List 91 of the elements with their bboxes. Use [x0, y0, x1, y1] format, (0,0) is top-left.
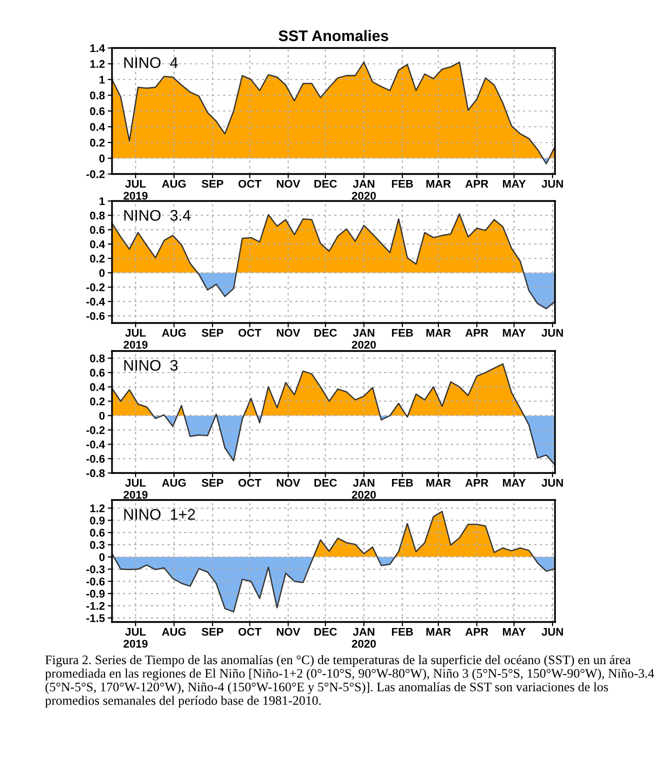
x-tick-label: MAY	[502, 328, 526, 337]
x-tick-label: FEB	[392, 478, 413, 487]
x-tick-label: AUG	[162, 478, 186, 487]
x-tick-label: OCT	[238, 180, 262, 188]
x-tick-label: MAY	[502, 478, 526, 487]
x-tick-label: NOV	[276, 478, 300, 487]
x-tick-label: AUG	[162, 180, 186, 188]
x-tick-label: OCT	[238, 478, 262, 487]
y-tick-label: -0.2	[86, 283, 105, 292]
x-tick-label: MAY	[502, 180, 526, 188]
x-tick-label: SEP	[202, 478, 224, 487]
y-tick-label: 0	[99, 553, 105, 562]
x-tick-label: NOV	[276, 628, 300, 636]
y-tick-label: 1.2	[90, 504, 105, 512]
x-tick-label: JUN	[542, 628, 563, 636]
x-tick-label: DEC	[314, 628, 337, 636]
y-tick-label: -1.2	[86, 602, 105, 610]
x-tick-label: DEC	[314, 180, 337, 188]
annotation: NINO 1+2	[124, 508, 195, 520]
x-tick-label: APR	[465, 328, 488, 337]
x-tick-label: FEB	[392, 628, 413, 636]
y-tick-label: 0.6	[90, 368, 105, 377]
x-tick-label: DEC	[314, 478, 337, 487]
x-tick-label: OCT	[238, 328, 262, 337]
x-tick-label: JAN 2020	[352, 328, 376, 349]
x-tick-label: JUN	[542, 328, 563, 337]
x-tick-label: JUL 2019	[124, 478, 148, 499]
x-tick-label: SEP	[202, 180, 224, 188]
y-tick-label: 0.8	[90, 354, 105, 362]
y-tick-label: 0.6	[90, 226, 105, 234]
y-tick-label: 0	[99, 412, 105, 420]
y-tick-label: -0.9	[86, 590, 105, 598]
annotation: NINO 3.4	[124, 210, 191, 221]
y-tick-label: -0.6	[86, 312, 105, 320]
x-tick-label: NOV	[276, 180, 300, 188]
x-tick-label: NOV	[276, 328, 300, 337]
x-tick-label: JUN	[542, 180, 563, 188]
x-tick-label: JUL 2019	[124, 180, 148, 200]
y-tick-label: 0.2	[90, 254, 105, 263]
x-tick-label: JAN 2020	[352, 628, 376, 648]
y-tick-label: -0.4	[86, 440, 105, 448]
y-tick-label: 0.8	[90, 92, 105, 100]
annotation: NINO 4	[124, 57, 178, 68]
x-tick-label: APR	[465, 628, 488, 636]
x-tick-label: MAY	[502, 628, 526, 636]
y-tick-label: -1.5	[86, 614, 105, 622]
y-tick-label: 0	[99, 269, 105, 277]
y-tick-label: 0.9	[90, 516, 105, 524]
y-tick-label: 0.8	[90, 212, 105, 220]
x-tick-label: SEP	[202, 328, 224, 337]
y-tick-label: -0.6	[86, 454, 105, 463]
x-tick-label: JUL 2019	[124, 628, 148, 648]
y-tick-label: 0.4	[90, 123, 105, 131]
y-tick-label: -0.4	[86, 298, 105, 306]
y-tick-label: 1	[100, 76, 105, 84]
x-tick-label: AUG	[162, 628, 186, 636]
x-tick-label: JAN 2020	[352, 180, 376, 200]
x-tick-label: MAR	[426, 328, 451, 337]
y-tick-label: 0	[99, 154, 105, 162]
y-tick-label: -0.8	[86, 469, 105, 478]
y-tick-label: 1.2	[90, 60, 105, 68]
x-tick-label: SEP	[202, 628, 224, 636]
x-tick-label: MAR	[426, 628, 451, 636]
x-tick-label: JAN 2020	[352, 478, 376, 499]
y-tick-label: 0.3	[90, 541, 105, 549]
y-tick-label: 0.6	[90, 107, 105, 116]
y-tick-label: 0.2	[90, 138, 105, 147]
x-tick-label: FEB	[392, 328, 413, 337]
y-tick-label: 0.6	[90, 528, 105, 537]
annotation: NINO 3	[124, 360, 178, 371]
text: Figura 2. Series de Tiempo de las anomalías (en °C) de temperaturas de la superficie del océano (SST) en un área promediada en las regiones de El Niño [Niño-1+2 (0°-10°S, 90°W-80°W), Niño 3 (5°N-5°S, 150°W-90°W), Niño-3.4 (5°N-5°S, 170°W-120°W), Niño-4 (150°W-160°E y 5°N-5°S)]. Las anomalías de SST son variaciones de los promedios semanales del período base de 1981-2010.	[45, 655, 654, 708]
x-tick-label: OCT	[238, 628, 262, 636]
x-tick-label: APR	[465, 180, 488, 188]
y-tick-label: 1.4	[90, 44, 105, 52]
y-tick-label: -0.2	[86, 170, 105, 178]
chart-title: SST Anomalies	[278, 30, 388, 42]
x-tick-label: MAR	[426, 180, 451, 188]
y-tick-label: -0.6	[86, 578, 105, 586]
y-tick-label: 1	[100, 197, 105, 206]
x-tick-label: AUG	[162, 328, 186, 337]
y-tick-label: 0.4	[90, 240, 105, 248]
x-tick-label: DEC	[314, 328, 337, 337]
x-tick-label: MAR	[426, 478, 451, 487]
x-tick-label: FEB	[392, 180, 413, 188]
y-tick-label: -0.3	[86, 565, 105, 574]
x-tick-label: JUN	[542, 478, 563, 487]
x-tick-label: APR	[465, 478, 488, 487]
y-tick-label: 0.4	[90, 383, 105, 392]
y-tick-label: -0.2	[86, 426, 105, 434]
x-tick-label: JUL 2019	[124, 328, 148, 349]
y-tick-label: 0.2	[90, 398, 105, 406]
